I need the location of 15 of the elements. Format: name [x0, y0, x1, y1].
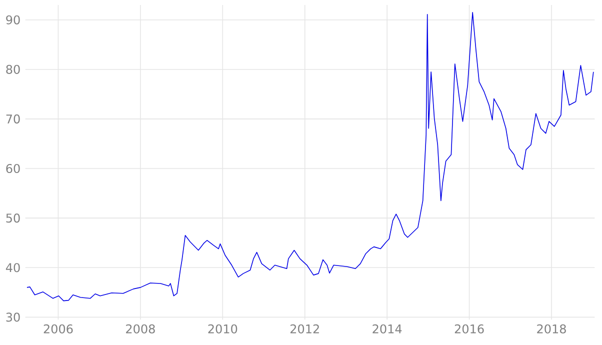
x-tick-label: 2016	[454, 324, 484, 334]
y-tick-label: 30	[6, 312, 20, 322]
x-tick-label: 2014	[372, 324, 402, 334]
y-tick-label: 60	[6, 164, 20, 174]
x-tick-label: 2012	[290, 324, 319, 334]
y-tick-label: 40	[6, 263, 20, 272]
x-tick-label: 2006	[44, 324, 73, 334]
x-tick-label: 2010	[208, 324, 238, 334]
y-tick-label: 90	[6, 15, 20, 24]
y-tick-label: 80	[6, 64, 20, 74]
x-tick-label: 2008	[126, 324, 155, 334]
y-tick-label: 70	[6, 114, 20, 124]
line-series	[26, 12, 594, 302]
y-tick-label: 50	[6, 214, 20, 223]
x-tick-label: 2018	[537, 324, 566, 334]
